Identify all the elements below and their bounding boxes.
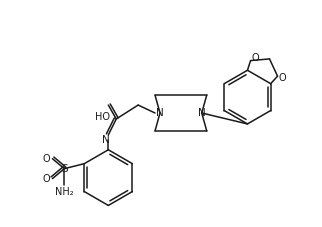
Text: N: N: [156, 108, 164, 118]
Text: O: O: [279, 73, 286, 83]
Text: N: N: [198, 108, 206, 118]
Text: O: O: [43, 154, 50, 164]
Text: NH₂: NH₂: [55, 187, 74, 197]
Text: S: S: [61, 164, 68, 174]
Text: N: N: [102, 135, 110, 145]
Text: HO: HO: [95, 112, 110, 122]
Text: O: O: [43, 174, 50, 184]
Text: O: O: [252, 53, 259, 63]
